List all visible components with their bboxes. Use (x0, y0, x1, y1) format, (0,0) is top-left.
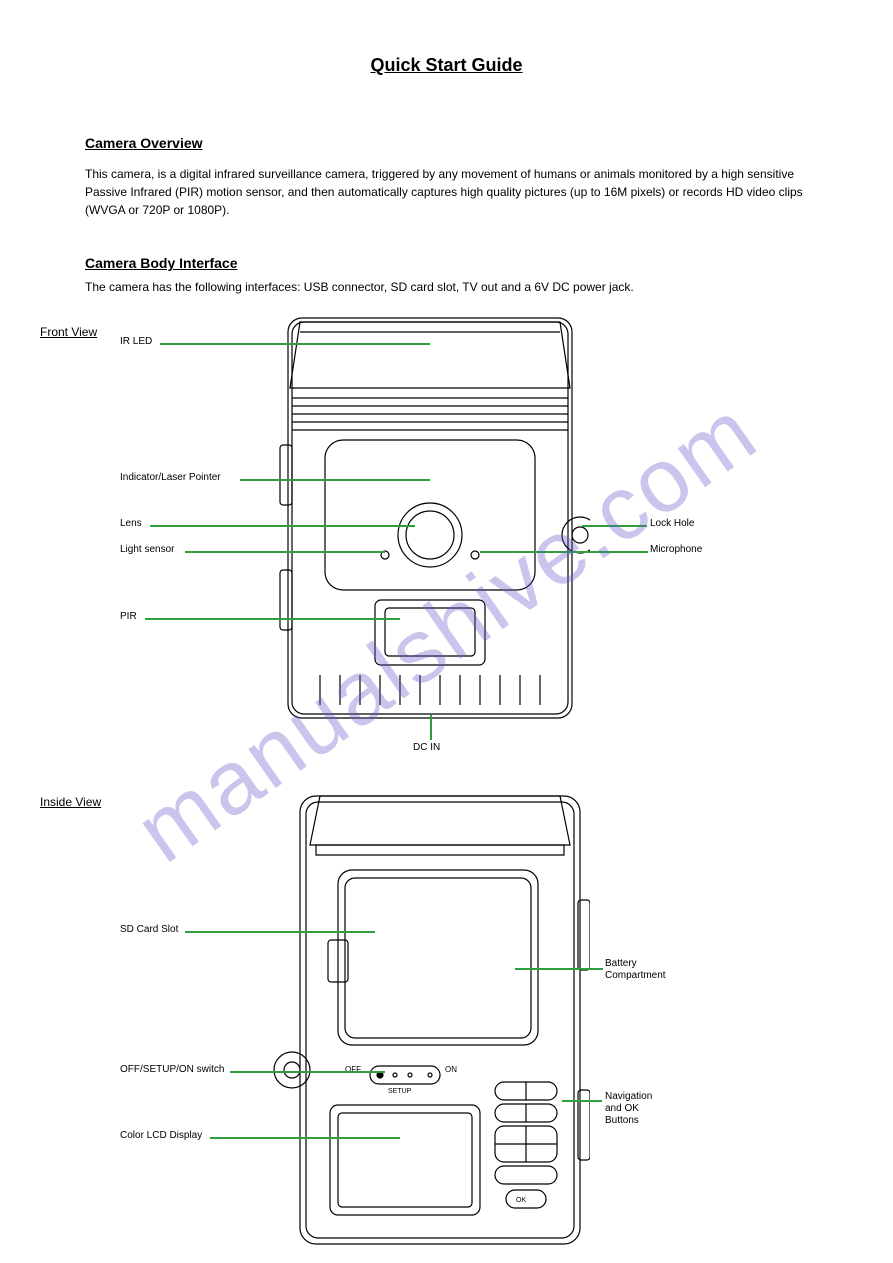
label-battery: Battery Compartment (605, 958, 695, 982)
label-light-sensor: Light sensor (120, 544, 174, 556)
label-switch: OFF/SETUP/ON switch (120, 1064, 224, 1076)
label-indicator: Indicator/Laser Pointer (120, 472, 221, 484)
line-sd-card (185, 931, 375, 933)
section-interface-heading: Camera Body Interface (85, 255, 238, 271)
line-microphone (480, 551, 648, 553)
line-light-sensor (185, 551, 385, 553)
line-ir-led (160, 343, 430, 345)
label-keypad-1: Navigation (605, 1091, 652, 1103)
label-dc-in: DC IN (413, 742, 440, 754)
line-battery (515, 968, 603, 970)
label-lens: Lens (120, 518, 142, 530)
front-view-label: Front View (40, 325, 97, 339)
label-ir-led: IR LED (120, 336, 152, 348)
label-keypad-2: and OK (605, 1103, 639, 1115)
line-indicator (240, 479, 430, 481)
line-lcd (210, 1137, 400, 1139)
svg-text:ON: ON (445, 1065, 457, 1074)
line-dc-in (430, 715, 432, 740)
label-lock-hole: Lock Hole (650, 518, 694, 530)
section-interface-body: The camera has the following interfaces:… (85, 280, 808, 294)
label-microphone: Microphone (650, 544, 702, 556)
line-pir (145, 618, 400, 620)
section-overview-body: This camera, is a digital infrared surve… (85, 165, 808, 219)
section-overview-heading: Camera Overview (85, 135, 203, 151)
line-lens (150, 525, 415, 527)
label-keypad-3: Buttons (605, 1115, 639, 1127)
line-keypad (562, 1100, 602, 1102)
label-sd-card: SD Card Slot (120, 924, 178, 936)
svg-text:OK: OK (516, 1197, 526, 1204)
inside-view-label: Inside View (40, 795, 101, 809)
front-diagram (270, 310, 590, 730)
svg-text:OFF: OFF (345, 1065, 361, 1074)
line-switch (230, 1071, 385, 1073)
inside-diagram: OFF ON SETUP OK (270, 790, 590, 1250)
label-lcd: Color LCD Display (120, 1130, 202, 1142)
line-lock-hole (582, 525, 647, 527)
page-title: Quick Start Guide (370, 55, 522, 76)
front-camera-svg (270, 310, 590, 730)
svg-text:SETUP: SETUP (388, 1088, 412, 1095)
label-pir: PIR (120, 611, 137, 623)
inside-camera-svg: OFF ON SETUP OK (270, 790, 590, 1250)
